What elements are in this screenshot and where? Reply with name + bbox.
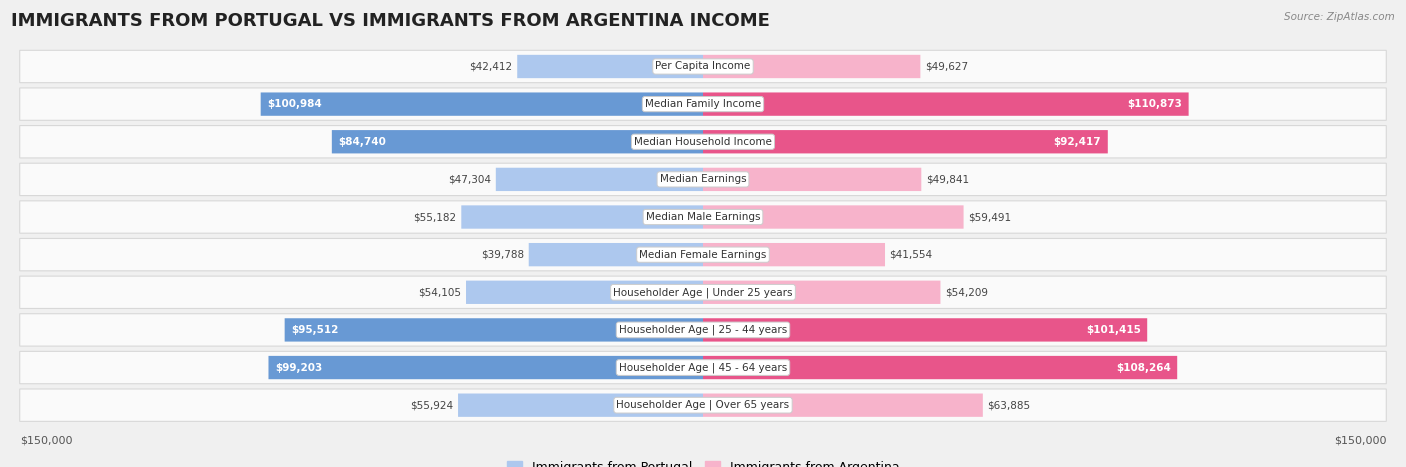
FancyBboxPatch shape — [20, 163, 1386, 196]
FancyBboxPatch shape — [703, 394, 983, 417]
FancyBboxPatch shape — [20, 201, 1386, 233]
Text: $101,415: $101,415 — [1085, 325, 1140, 335]
FancyBboxPatch shape — [20, 50, 1386, 83]
FancyBboxPatch shape — [703, 281, 941, 304]
Text: $99,203: $99,203 — [276, 362, 322, 373]
Text: Householder Age | 45 - 64 years: Householder Age | 45 - 64 years — [619, 362, 787, 373]
FancyBboxPatch shape — [703, 356, 1177, 379]
Text: Source: ZipAtlas.com: Source: ZipAtlas.com — [1284, 12, 1395, 21]
FancyBboxPatch shape — [20, 389, 1386, 421]
FancyBboxPatch shape — [332, 130, 703, 154]
FancyBboxPatch shape — [269, 356, 703, 379]
Text: $54,105: $54,105 — [419, 287, 461, 297]
Text: Median Male Earnings: Median Male Earnings — [645, 212, 761, 222]
FancyBboxPatch shape — [20, 88, 1386, 120]
FancyBboxPatch shape — [517, 55, 703, 78]
Text: IMMIGRANTS FROM PORTUGAL VS IMMIGRANTS FROM ARGENTINA INCOME: IMMIGRANTS FROM PORTUGAL VS IMMIGRANTS F… — [11, 12, 770, 30]
Text: $108,264: $108,264 — [1116, 362, 1171, 373]
FancyBboxPatch shape — [703, 168, 921, 191]
FancyBboxPatch shape — [703, 92, 1188, 116]
FancyBboxPatch shape — [465, 281, 703, 304]
Text: $100,984: $100,984 — [267, 99, 322, 109]
FancyBboxPatch shape — [529, 243, 703, 266]
FancyBboxPatch shape — [703, 130, 1108, 154]
Text: Median Earnings: Median Earnings — [659, 174, 747, 184]
FancyBboxPatch shape — [703, 318, 1147, 341]
Text: Householder Age | Over 65 years: Householder Age | Over 65 years — [616, 400, 790, 410]
Text: $63,885: $63,885 — [987, 400, 1031, 410]
FancyBboxPatch shape — [703, 55, 921, 78]
Text: $110,873: $110,873 — [1128, 99, 1182, 109]
FancyBboxPatch shape — [461, 205, 703, 229]
Text: $92,417: $92,417 — [1053, 137, 1101, 147]
FancyBboxPatch shape — [260, 92, 703, 116]
Text: $39,788: $39,788 — [481, 250, 524, 260]
Text: Median Family Income: Median Family Income — [645, 99, 761, 109]
FancyBboxPatch shape — [20, 126, 1386, 158]
FancyBboxPatch shape — [20, 314, 1386, 346]
FancyBboxPatch shape — [284, 318, 703, 341]
Text: $84,740: $84,740 — [339, 137, 387, 147]
Text: $95,512: $95,512 — [291, 325, 339, 335]
Text: Median Household Income: Median Household Income — [634, 137, 772, 147]
FancyBboxPatch shape — [458, 394, 703, 417]
FancyBboxPatch shape — [20, 276, 1386, 309]
FancyBboxPatch shape — [20, 239, 1386, 271]
FancyBboxPatch shape — [20, 351, 1386, 384]
Text: $55,924: $55,924 — [411, 400, 454, 410]
Text: $41,554: $41,554 — [890, 250, 932, 260]
Text: $49,841: $49,841 — [927, 174, 969, 184]
FancyBboxPatch shape — [703, 205, 963, 229]
FancyBboxPatch shape — [496, 168, 703, 191]
Text: $42,412: $42,412 — [470, 62, 513, 71]
Text: $47,304: $47,304 — [449, 174, 491, 184]
Text: $49,627: $49,627 — [925, 62, 969, 71]
Text: Householder Age | 25 - 44 years: Householder Age | 25 - 44 years — [619, 325, 787, 335]
Legend: Immigrants from Portugal, Immigrants from Argentina: Immigrants from Portugal, Immigrants fro… — [506, 461, 900, 467]
Text: Householder Age | Under 25 years: Householder Age | Under 25 years — [613, 287, 793, 297]
Text: Per Capita Income: Per Capita Income — [655, 62, 751, 71]
Text: $55,182: $55,182 — [413, 212, 457, 222]
FancyBboxPatch shape — [703, 243, 884, 266]
Text: $54,209: $54,209 — [945, 287, 988, 297]
Text: $59,491: $59,491 — [969, 212, 1011, 222]
Text: Median Female Earnings: Median Female Earnings — [640, 250, 766, 260]
